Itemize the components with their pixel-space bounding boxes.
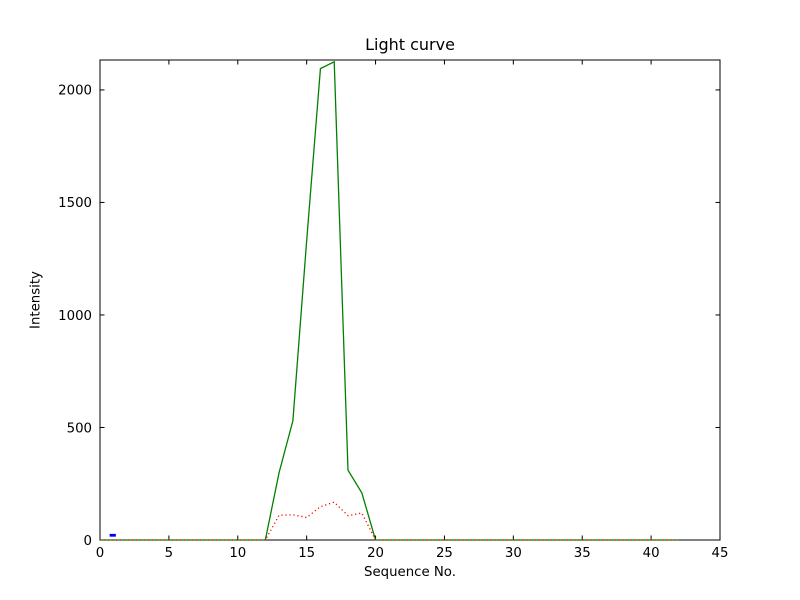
x-tick-label: 5 (165, 546, 173, 561)
x-tick-label: 10 (229, 546, 246, 561)
y-tick-label: 2000 (58, 84, 92, 99)
x-tick-label: 15 (298, 546, 315, 561)
chart-title: Light curve (365, 35, 455, 54)
y-tick-label: 1500 (58, 196, 92, 211)
plot-border (99, 59, 721, 541)
x-tick-label: 25 (436, 546, 453, 561)
x-axis-label: Sequence No. (364, 565, 456, 580)
y-tick-label: 0 (84, 534, 92, 549)
x-tick-label: 0 (96, 546, 104, 561)
x-tick-label: 40 (643, 546, 660, 561)
y-tick-label: 1000 (58, 309, 92, 324)
series-line-red-dotted (100, 501, 679, 541)
x-tick-label: 20 (367, 546, 384, 561)
x-tick-label: 45 (712, 546, 729, 561)
x-tick-label: 35 (574, 546, 591, 561)
series-line-green-solid (100, 60, 679, 541)
y-axis-label: Intensity (28, 271, 44, 329)
y-tick-label: 500 (67, 421, 92, 436)
x-tick-label: 30 (505, 546, 522, 561)
